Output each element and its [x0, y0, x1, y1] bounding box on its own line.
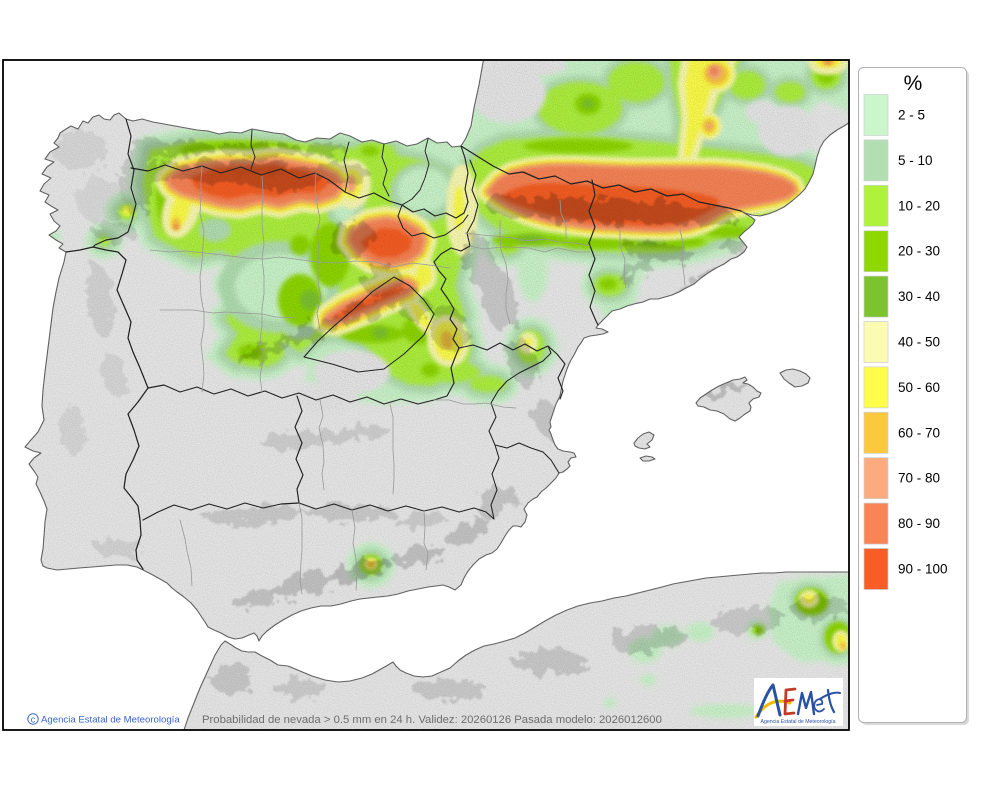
svg-text:Agencia Estatal de Meteorologí: Agencia Estatal de Meteorología — [41, 715, 180, 726]
svg-text:50 - 60: 50 - 60 — [898, 380, 940, 395]
svg-text:80 - 90: 80 - 90 — [898, 516, 940, 531]
svg-text:Agencia Estatal de Meteorologí: Agencia Estatal de Meteorología — [761, 719, 836, 725]
svg-text:Probabilidad de nevada > 0.5 m: Probabilidad de nevada > 0.5 mm en 24 h.… — [202, 714, 662, 726]
svg-text:60 - 70: 60 - 70 — [898, 425, 940, 440]
svg-text:10 - 20: 10 - 20 — [898, 198, 940, 213]
svg-text:c: c — [31, 715, 36, 725]
svg-text:40 - 50: 40 - 50 — [898, 335, 940, 350]
svg-text:30 - 40: 30 - 40 — [898, 289, 940, 304]
svg-text:5 - 10: 5 - 10 — [898, 153, 933, 168]
svg-text:70 - 80: 70 - 80 — [898, 471, 940, 486]
svg-text:2 - 5: 2 - 5 — [898, 108, 925, 123]
svg-text:%: % — [904, 72, 923, 95]
svg-text:90 - 100: 90 - 100 — [898, 562, 948, 577]
svg-text:20 - 30: 20 - 30 — [898, 244, 940, 259]
